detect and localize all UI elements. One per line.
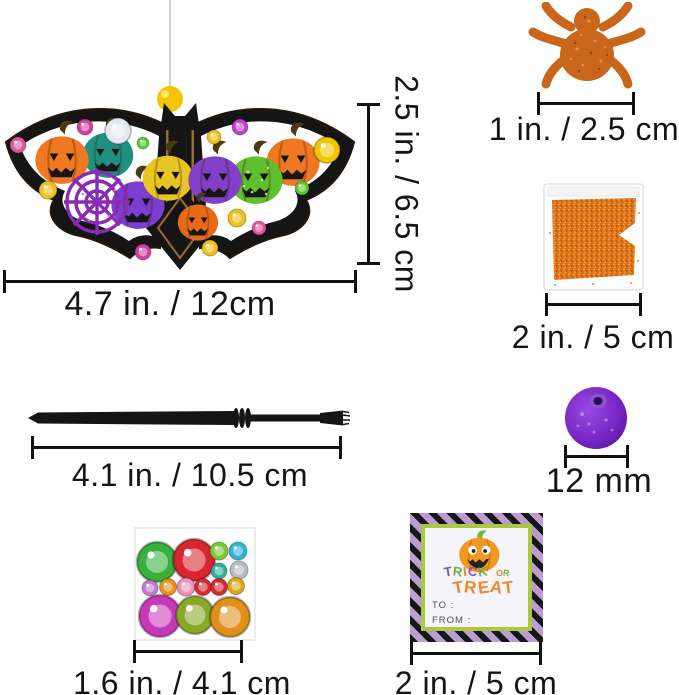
tag-to-label: TO : bbox=[432, 600, 455, 611]
gem-sheet-size-label: 1.6 in. / 4.1 cm bbox=[73, 665, 291, 695]
stick-tool-image bbox=[28, 408, 351, 428]
gift-tag-dimension-line bbox=[410, 642, 542, 665]
bat-width-label: 4.7 in. / 12cm bbox=[64, 285, 276, 323]
hanging-bead bbox=[157, 86, 183, 112]
gem-sticker-sheet-image bbox=[134, 527, 256, 641]
glitter-spider-image bbox=[528, 2, 646, 89]
stick-size-label: 4.1 in. / 10.5 cm bbox=[71, 457, 309, 493]
tag-pumpkin-icon bbox=[458, 530, 499, 573]
tag-letter: T bbox=[501, 577, 516, 598]
stick-dimension-line bbox=[31, 436, 342, 459]
bead-size-label: 12 mm bbox=[545, 462, 653, 500]
gift-tag: TRICK OR TREAT TO : FROM : bbox=[410, 513, 543, 642]
gift-tag-size-label: 2 in. / 5 cm bbox=[394, 665, 558, 695]
glitter-bag-dimension-line bbox=[545, 293, 642, 316]
glitter-bag-image bbox=[543, 183, 644, 291]
bead-dimension-line bbox=[564, 445, 629, 468]
spiderweb-decoration bbox=[64, 169, 130, 235]
bat-height-label: 2.5 in. / 6.5 cm bbox=[388, 75, 425, 293]
bat-width-dimension-line bbox=[3, 270, 357, 293]
gem-sheet-dimension-line bbox=[133, 640, 243, 663]
pumpkin-decorations bbox=[34, 116, 321, 242]
gift-tag-inner: TRICK OR TREAT TO : FROM : bbox=[421, 524, 532, 631]
tag-word-or: OR bbox=[495, 567, 510, 578]
bat-height-dimension-line bbox=[357, 103, 380, 265]
spider-size-label: 1 in. / 2.5 cm bbox=[488, 111, 679, 147]
tag-word-treat: TREAT bbox=[439, 577, 528, 598]
tag-from-label: FROM : bbox=[432, 615, 472, 626]
bat-ornament-image bbox=[4, 0, 356, 270]
spider-dimension-line bbox=[537, 92, 635, 115]
glitter-bag-size-label: 2 in. / 5 cm bbox=[511, 319, 675, 355]
purple-bead-image bbox=[565, 387, 627, 449]
